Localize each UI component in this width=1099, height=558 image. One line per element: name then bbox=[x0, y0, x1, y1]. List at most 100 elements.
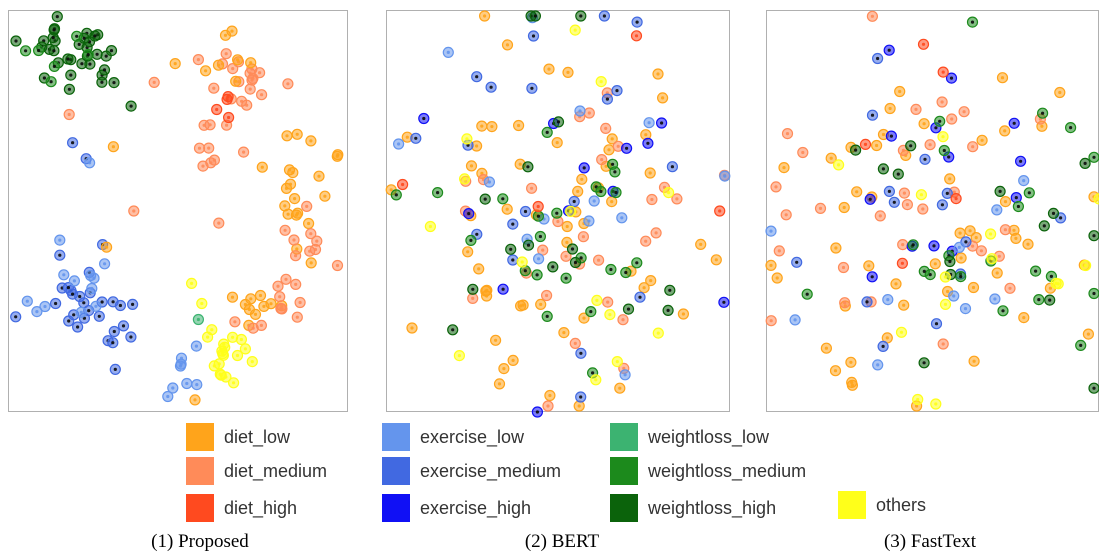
scatter-point-diet-medium bbox=[203, 142, 215, 154]
scatter-point-diet-low bbox=[107, 141, 120, 153]
scatter-point-others bbox=[652, 327, 664, 339]
scatter-point-weightloss-high bbox=[892, 168, 904, 180]
scatter-point-diet-low bbox=[999, 196, 1012, 208]
legend-label: weightloss_medium bbox=[648, 460, 807, 481]
scatter-point-exercise-low bbox=[181, 377, 193, 390]
legend-label: exercise_low bbox=[420, 426, 525, 447]
scatter-point-exercise-low bbox=[90, 300, 102, 312]
scatter-point-diet-medium bbox=[63, 108, 75, 121]
legend-item-diet-medium: diet_medium bbox=[186, 456, 327, 486]
scatter-point-diet-low bbox=[258, 300, 270, 312]
scatter-point-weightloss-high bbox=[662, 304, 674, 316]
scatter-point-diet-low bbox=[999, 125, 1011, 137]
scatter-point-exercise-medium bbox=[10, 311, 22, 323]
scatter-point-diet-high bbox=[223, 111, 235, 124]
scatter-point-diet-low bbox=[401, 131, 413, 143]
scatter-point-exercise-low bbox=[588, 195, 600, 207]
scatter-point-others bbox=[984, 228, 997, 240]
scatter-point-exercise-low bbox=[959, 303, 972, 315]
scatter-point-diet-high bbox=[937, 66, 949, 78]
scatter-point-diet-medium bbox=[294, 296, 306, 309]
scatter-point-diet-low bbox=[677, 308, 690, 320]
scatter-point-exercise-high bbox=[497, 283, 509, 295]
scatter-point-exercise-medium bbox=[631, 16, 643, 28]
scatter-point-weightloss-high bbox=[10, 35, 22, 47]
scatter-point-diet-low bbox=[282, 208, 294, 220]
scatter-point-diet-medium bbox=[866, 10, 879, 22]
scatter-point-others bbox=[239, 343, 251, 355]
scatter-point-exercise-medium bbox=[634, 291, 646, 303]
scatter-point-diet-low bbox=[890, 278, 902, 290]
scatter-point-exercise-medium bbox=[526, 82, 538, 94]
scatter-point-exercise-low bbox=[58, 269, 70, 281]
scatter-point-diet-low bbox=[219, 29, 232, 41]
scatter-point-diet-medium bbox=[640, 235, 652, 247]
scatter-point-others bbox=[424, 220, 436, 233]
scatter-point-weightloss-medium bbox=[918, 265, 930, 277]
scatter-point-exercise-low bbox=[393, 138, 405, 150]
scatter-point-weightloss-high bbox=[529, 10, 542, 22]
scatter-point-diet-low bbox=[490, 334, 502, 346]
scatter-point-diet-low bbox=[200, 65, 212, 77]
scatter-point-weightloss-medium bbox=[1029, 265, 1042, 277]
scatter-point-diet-medium bbox=[577, 231, 590, 243]
scatter-point-diet-high bbox=[630, 30, 643, 42]
scatter-point-exercise-high bbox=[531, 406, 544, 418]
scatter-point-exercise-high bbox=[1014, 155, 1027, 167]
scatter-point-exercise-high bbox=[1008, 117, 1020, 129]
scatter-point-others bbox=[662, 187, 675, 199]
scatter-point-diet-low bbox=[476, 120, 488, 132]
legend-item-exercise-medium: exercise_medium bbox=[382, 456, 561, 486]
scatter-point-weightloss-high bbox=[918, 357, 930, 369]
scatter-point-diet-medium bbox=[193, 142, 206, 154]
scatter-point-diet-low bbox=[955, 252, 967, 264]
legend-label: weightloss_low bbox=[648, 426, 770, 447]
scatter-point-weightloss-high bbox=[1088, 230, 1099, 242]
scatter-point-diet-low bbox=[652, 68, 664, 80]
scatter-point-exercise-low bbox=[167, 382, 179, 394]
scatter-point-diet-low bbox=[1022, 238, 1034, 250]
scatter-point-exercise-high bbox=[718, 296, 730, 308]
scatter-point-diet-medium bbox=[197, 160, 209, 172]
scatter-point-exercise-medium bbox=[109, 363, 121, 375]
scatter-point-weightloss-medium bbox=[631, 257, 643, 269]
scatter-point-weightloss-high bbox=[108, 76, 120, 89]
scatter-point-diet-low bbox=[245, 57, 257, 69]
scatter-point-diet-medium bbox=[192, 53, 204, 66]
scatter-point-weightloss-high bbox=[994, 185, 1006, 197]
scatter-point-diet-low bbox=[501, 39, 514, 51]
scatter-point-diet-medium bbox=[540, 289, 553, 302]
scatter-point-exercise-high bbox=[945, 72, 958, 84]
scatter-point-weightloss-medium bbox=[82, 48, 94, 61]
scatter-point-exercise-low bbox=[483, 176, 495, 188]
legend-swatch bbox=[186, 457, 214, 485]
scatter-point-exercise-medium bbox=[575, 391, 587, 403]
scatter-point-diet-low bbox=[820, 342, 833, 354]
scatter-point-weightloss-medium bbox=[531, 269, 543, 281]
scatter-point-weightloss-medium bbox=[609, 166, 621, 178]
scatter-point-diet-low bbox=[561, 220, 573, 233]
scatter-point-diet-medium bbox=[290, 250, 302, 262]
scatter-point-diet-medium bbox=[148, 76, 160, 89]
scatter-point-exercise-high bbox=[418, 112, 430, 125]
scatter-point-weightloss-high bbox=[1088, 382, 1099, 394]
scatter-point-exercise-low bbox=[68, 275, 81, 287]
scatter-point-exercise-medium bbox=[127, 298, 139, 310]
scatter-point-weightloss-medium bbox=[71, 30, 83, 42]
scatter-point-weightloss-medium bbox=[551, 207, 563, 219]
scatter-point-diet-low bbox=[573, 400, 585, 412]
scatter-point-diet-medium bbox=[272, 280, 284, 292]
scatter-point-diet-medium bbox=[602, 296, 614, 308]
scatter-point-diet-medium bbox=[583, 107, 595, 119]
scatter-point-weightloss-medium bbox=[48, 60, 61, 73]
panel-proposed bbox=[8, 10, 348, 412]
scatter-point-diet-low bbox=[289, 193, 301, 205]
scatter-point-exercise-medium bbox=[883, 185, 896, 197]
scatter-point-diet-low bbox=[486, 120, 498, 133]
scatter-point-diet-medium bbox=[244, 83, 256, 95]
scatter-point-exercise-medium bbox=[861, 296, 873, 308]
scatter-point-others bbox=[832, 159, 845, 171]
scatter-point-exercise-medium bbox=[791, 256, 803, 268]
scatter-point-diet-low bbox=[825, 152, 837, 164]
legend-label: exercise_medium bbox=[420, 460, 562, 481]
